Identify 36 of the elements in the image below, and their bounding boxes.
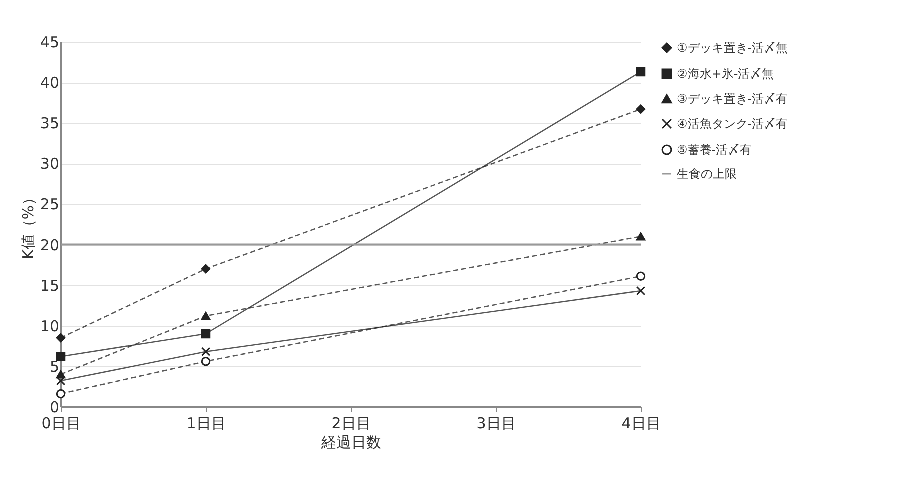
y-tick-label: 20 [40,236,60,254]
x-tick-label: 3日目 [476,414,516,432]
legend-label: ④活魚タンク-活〆有 [677,117,788,131]
point [201,312,211,320]
y-tick-label: 40 [40,74,60,92]
point [201,356,211,366]
x-tick-label: 1日目 [186,414,226,432]
x-tick-label: 2日目 [332,414,372,432]
y-tick-label: 25 [40,196,60,214]
x-axis-title: 経過日数 [320,434,382,452]
y-tick-label: 15 [40,276,60,295]
y-tick-label: 45 [40,34,60,52]
point [56,352,66,362]
legend-label: ③デッキ置き-活〆有 [677,92,788,106]
y-axis-title: K値（%） [19,190,38,260]
y-tick-label: 35 [40,114,60,133]
y-tick-label: 10 [40,317,60,336]
point [636,272,646,282]
point [201,347,211,356]
point [636,232,646,241]
y-tick-label: 5 [50,358,60,376]
point [636,67,646,77]
point [201,264,211,274]
point [636,286,646,296]
point [636,104,646,114]
x-tick-label: 4日目 [622,414,662,432]
point [56,389,66,399]
legend-label: ①デッキ置き-活〆無 [677,41,788,55]
point [56,333,66,343]
legend-label: ⑤蓄養-活〆有 [677,143,752,157]
point [201,329,211,339]
y-tick-label: 30 [40,155,60,174]
y-tick-label: 0 [50,398,60,416]
legend-label: ②海水+氷-活〆無 [677,67,774,81]
x-tick-label: 0日目 [42,414,82,432]
legend-label: 生食の上限 [677,167,737,181]
